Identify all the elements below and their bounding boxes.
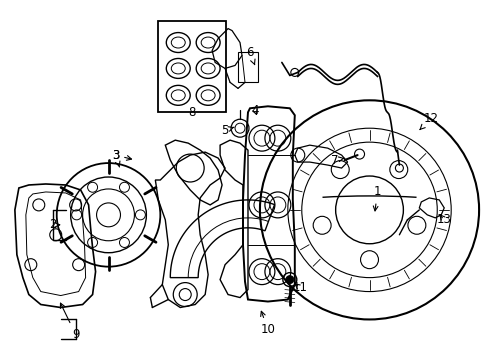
Text: 10: 10: [260, 311, 275, 336]
Text: 12: 12: [419, 112, 438, 130]
Text: 3: 3: [112, 149, 120, 167]
Text: 7: 7: [330, 154, 343, 167]
Text: 2: 2: [49, 218, 60, 231]
Text: 9: 9: [61, 303, 79, 341]
Text: 5: 5: [221, 124, 234, 137]
Text: 13: 13: [436, 213, 451, 226]
Text: 3: 3: [112, 149, 131, 162]
Circle shape: [285, 276, 293, 284]
Text: 1: 1: [372, 185, 381, 211]
Text: 8: 8: [188, 106, 196, 119]
Text: 6: 6: [246, 46, 255, 64]
Text: 11: 11: [292, 281, 306, 294]
Text: 4: 4: [251, 104, 258, 117]
